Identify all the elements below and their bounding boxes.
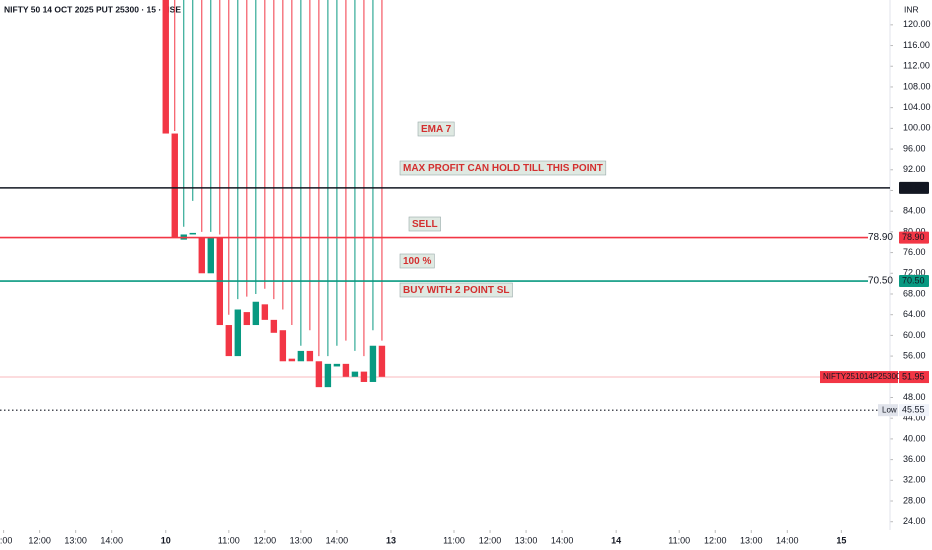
y-tick-label: 72.00 xyxy=(903,268,926,278)
candle-body xyxy=(351,371,359,377)
symbol-label: NIFTY251014P25300 xyxy=(823,372,901,381)
x-tick-label: 12:00 xyxy=(28,535,51,545)
y-tick-label: 24.00 xyxy=(903,516,926,526)
candle-body xyxy=(225,325,233,357)
price-box xyxy=(899,275,929,288)
candle-body xyxy=(243,312,251,326)
y-tick-label: 112.00 xyxy=(903,61,930,71)
candle-body xyxy=(333,363,341,367)
annotation-box xyxy=(408,216,441,232)
x-tick-label: 1:00 xyxy=(0,535,12,545)
y-tick-label: 64.00 xyxy=(903,309,926,319)
candle-body xyxy=(297,350,305,362)
y-tick-label: 84.00 xyxy=(903,206,926,216)
x-tick-label: 10 xyxy=(161,535,171,545)
y-tick-label: 56.00 xyxy=(903,350,926,360)
candle-body xyxy=(279,330,287,362)
y-tick-label: 76.00 xyxy=(903,247,926,257)
annotation: BUY WITH 2 POINT SL xyxy=(403,285,510,296)
annotation: MAX PROFIT CAN HOLD TILL THIS POINT xyxy=(403,163,603,174)
y-tick-label: 80.00 xyxy=(903,226,926,236)
y-tick-label: 100.00 xyxy=(903,123,931,133)
x-tick-label: 11:00 xyxy=(443,535,465,545)
plot-area xyxy=(0,0,890,411)
price-box-label: 88.50 xyxy=(902,182,925,192)
candle-body xyxy=(324,363,332,388)
y-tick-label: 104.00 xyxy=(903,102,931,112)
x-tick-label: 11:00 xyxy=(668,535,690,545)
candle-body xyxy=(198,237,205,274)
candle-body xyxy=(315,361,323,388)
price-box xyxy=(899,371,929,384)
price-box-label: 70.50 xyxy=(902,275,925,285)
y-tick-label: 44.00 xyxy=(903,413,926,423)
price-box-label: 78.90 xyxy=(902,232,925,242)
candle-body xyxy=(270,319,278,333)
y-tick-label: 32.00 xyxy=(903,475,926,485)
price-box-label: 51.95 xyxy=(902,371,925,381)
y-tick-label: 92.00 xyxy=(903,164,926,174)
x-tick-label: 14:00 xyxy=(776,535,799,545)
symbol-box xyxy=(820,371,898,384)
annotation: SELL xyxy=(412,219,438,230)
y-tick-label: 120.00 xyxy=(903,19,931,29)
candle-body xyxy=(306,350,314,362)
y-tick-label: 96.00 xyxy=(903,143,926,153)
x-tick-label: 14:00 xyxy=(100,535,123,545)
annotation-box xyxy=(399,253,435,269)
x-tick-label: 13:00 xyxy=(64,535,87,545)
y-tick-label: 116.00 xyxy=(903,40,930,50)
y-tick-label: 28.00 xyxy=(903,495,926,505)
y-tick-label: 48.00 xyxy=(903,392,926,402)
annotation-box xyxy=(417,121,455,137)
price-box xyxy=(899,181,929,194)
x-tick-label: 12:00 xyxy=(704,535,727,545)
x-tick-label: 14:00 xyxy=(551,535,574,545)
annotation: 100 % xyxy=(403,256,431,267)
low-name: Low xyxy=(882,405,897,414)
x-tick-label: 13:00 xyxy=(290,535,313,545)
y-tick-label: 40.00 xyxy=(903,433,926,443)
x-tick-label: 13:00 xyxy=(740,535,763,545)
low-price-box xyxy=(899,404,929,417)
x-tick-label: 11:00 xyxy=(218,535,240,545)
y-tick-label: 60.00 xyxy=(903,330,926,340)
candle-body xyxy=(378,345,386,377)
x-tick-label: 13 xyxy=(386,535,396,545)
candle-body xyxy=(369,345,377,382)
low-box xyxy=(878,404,898,417)
candle-body xyxy=(342,363,350,377)
x-tick-label: 12:00 xyxy=(479,535,502,545)
y-tick-label: 36.00 xyxy=(903,454,926,464)
currency: INR xyxy=(904,4,919,14)
x-tick-label: 13:00 xyxy=(515,535,538,545)
candle-body xyxy=(360,371,368,382)
price-box xyxy=(899,231,929,244)
hline-side-label: 70.50 xyxy=(868,276,893,287)
low-price-label: 45.55 xyxy=(902,405,925,415)
candle-body xyxy=(288,358,296,362)
candle-body xyxy=(261,304,269,320)
x-tick-label: 15 xyxy=(836,535,846,545)
y-tick-label: 68.00 xyxy=(903,288,926,298)
x-tick-label: 14 xyxy=(611,535,621,545)
annotation-box xyxy=(399,160,607,176)
candle-body xyxy=(234,309,242,357)
candle-body xyxy=(207,237,214,274)
annotation: EMA 7 xyxy=(421,124,452,135)
candle-body xyxy=(171,133,178,238)
hline-side-label: 78.90 xyxy=(868,232,893,243)
x-tick-label: 14:00 xyxy=(326,535,349,545)
y-tick-label: 108.00 xyxy=(903,81,931,91)
candle-body xyxy=(252,301,260,326)
annotation-box xyxy=(399,282,513,298)
chart-title: NIFTY 50 14 OCT 2025 PUT 25300 · 15 · NS… xyxy=(4,4,181,14)
candle-body xyxy=(162,0,169,134)
candle-body xyxy=(189,232,196,235)
x-tick-label: 12:00 xyxy=(254,535,277,545)
